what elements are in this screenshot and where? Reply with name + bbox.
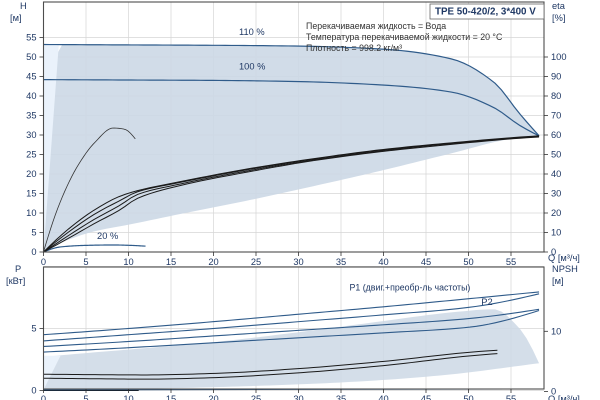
svg-text:eta: eta [552,1,566,11]
svg-text:Плотность = 998.2 кг/м³: Плотность = 998.2 кг/м³ [306,43,402,53]
svg-text:[м]: [м] [10,13,22,23]
svg-text:25: 25 [251,394,261,400]
svg-text:40: 40 [378,394,388,400]
svg-text:20: 20 [208,394,218,400]
svg-text:45: 45 [421,394,431,400]
svg-text:50: 50 [463,394,473,400]
svg-text:40: 40 [378,257,388,267]
svg-text:0: 0 [551,247,556,257]
svg-text:15: 15 [26,189,36,199]
svg-text:20: 20 [208,257,218,267]
svg-text:35: 35 [336,394,346,400]
svg-text:30: 30 [293,394,303,400]
svg-text:45: 45 [26,72,36,82]
svg-text:[м]: [м] [552,276,564,286]
svg-text:5: 5 [31,324,36,334]
svg-text:P2: P2 [481,297,492,307]
svg-text:0: 0 [41,394,46,400]
svg-text:30: 30 [293,257,303,267]
svg-text:[кВт]: [кВт] [6,276,25,286]
svg-text:15: 15 [166,257,176,267]
svg-text:5: 5 [31,228,36,238]
svg-text:60: 60 [551,130,561,140]
svg-text:55: 55 [26,33,36,43]
svg-text:40: 40 [26,91,36,101]
svg-text:P1 (двиг.+преобр-ль частоты): P1 (двиг.+преобр-ль частоты) [350,283,471,293]
svg-text:10: 10 [123,257,133,267]
svg-text:20 %: 20 % [97,231,118,241]
svg-text:20: 20 [26,169,36,179]
svg-text:70: 70 [551,111,561,121]
svg-text:40: 40 [551,169,561,179]
svg-text:0: 0 [31,386,36,396]
svg-text:5: 5 [83,394,88,400]
svg-text:30: 30 [551,189,561,199]
svg-text:25: 25 [26,150,36,160]
svg-text:Температура перекачиваемой жид: Температура перекачиваемой жидкости = 20… [306,32,503,42]
svg-text:50: 50 [26,52,36,62]
svg-text:10: 10 [551,327,561,337]
svg-text:110 %: 110 % [239,27,265,37]
svg-text:50: 50 [463,257,473,267]
svg-text:30: 30 [26,130,36,140]
svg-text:0: 0 [41,257,46,267]
svg-text:20: 20 [551,208,561,218]
svg-text:H: H [20,1,27,11]
svg-text:55: 55 [506,394,516,400]
svg-text:35: 35 [26,111,36,121]
svg-text:100 %: 100 % [239,61,265,71]
svg-text:100: 100 [551,52,567,62]
svg-text:90: 90 [551,72,561,82]
svg-text:5: 5 [83,257,88,267]
svg-text:35: 35 [336,257,346,267]
svg-text:0: 0 [551,387,556,397]
svg-text:TPE 50-420/2, 3*400 V: TPE 50-420/2, 3*400 V [435,7,536,18]
svg-text:10: 10 [26,208,36,218]
svg-text:P: P [15,264,21,274]
svg-text:55: 55 [506,257,516,267]
svg-text:10: 10 [123,394,133,400]
svg-text:NPSH: NPSH [552,264,578,274]
svg-text:0: 0 [31,247,36,257]
svg-text:10: 10 [551,228,561,238]
svg-text:45: 45 [421,257,431,267]
svg-text:Перекачиваемая жидкость = Вода: Перекачиваемая жидкость = Вода [306,21,446,31]
svg-text:80: 80 [551,91,561,101]
svg-text:50: 50 [551,150,561,160]
svg-text:[%]: [%] [552,13,565,23]
svg-text:25: 25 [251,257,261,267]
svg-text:15: 15 [166,394,176,400]
